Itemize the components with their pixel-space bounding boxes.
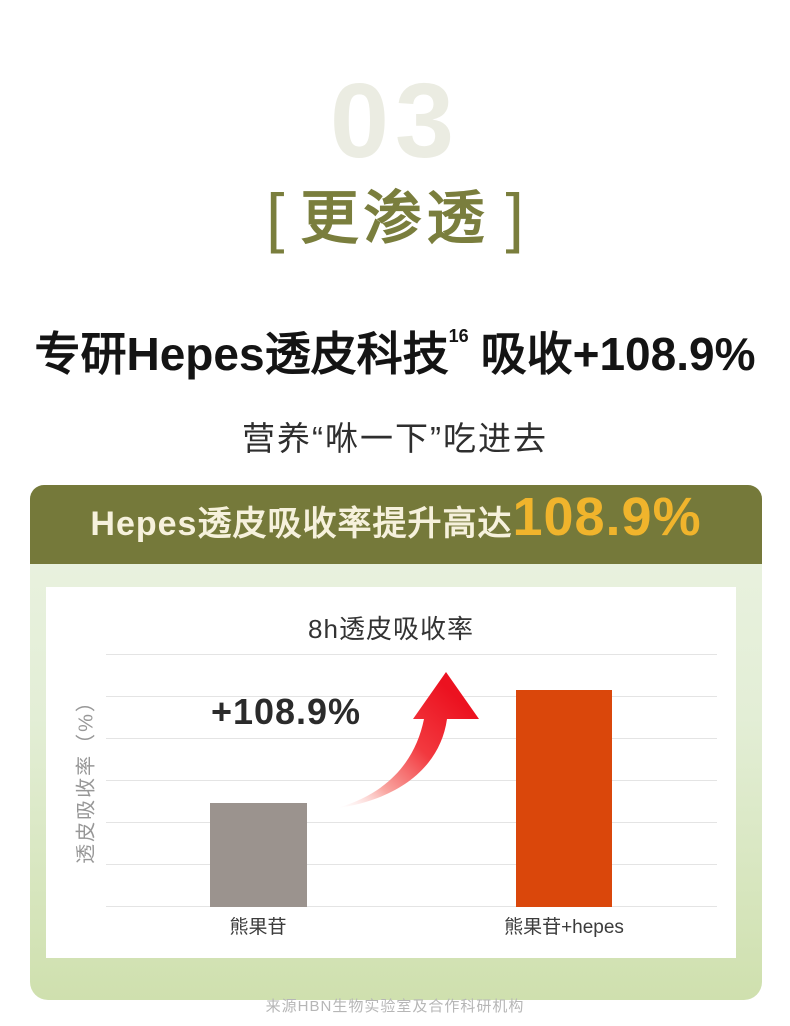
claim-banner-highlight: 108.9% [512,487,702,547]
right-bracket-decoration: ] [505,180,524,254]
bar-arbutin-hepes [516,690,612,907]
chart-title: 8h透皮吸收率 [308,614,474,644]
headline-subtitle: 营养“咻一下”吃进去 [242,420,548,457]
claim-banner: Hepes透皮吸收率提升高达 108.9% [30,485,762,564]
headline-footnote-superscript: 16 [448,326,469,346]
main-headline: 专研Hepes透皮科技16 吸收+108.9% [0,326,790,382]
chart-y-axis-label: 透皮吸收率（%） [75,690,98,864]
bar-chart-card: 8h透皮吸收率 透皮吸收率（%） +108.9% 熊果苷 熊果苷+h [46,587,736,958]
chart-panel: Hepes透皮吸收率提升高达 108.9% 8h透皮吸收率 透皮吸收率（%） +1… [30,485,762,1000]
bar-arbutin [210,803,307,907]
bar-label-arbutin: 熊果苷 [229,917,287,938]
headline-tail: 吸收+108.9% [480,328,756,380]
growth-arrow-icon [337,672,479,808]
headline-main: 专研Hepes透皮科技 [34,328,449,380]
left-bracket-decoration: [ [266,180,285,254]
bar-label-arbutin-hepes: 熊果苷+hepes [504,917,624,938]
section-title-row: [更渗透] [0,180,790,269]
source-note: 来源HBN生物实验室及合作科研机构 [265,998,525,1015]
section-title: 更渗透 [300,186,490,251]
chart-increase-annotation: +108.9% [210,691,362,732]
claim-banner-label: Hepes透皮吸收率提升高达 [90,505,513,543]
section-number: 03 [330,62,460,180]
chart-gridlines [106,654,717,907]
